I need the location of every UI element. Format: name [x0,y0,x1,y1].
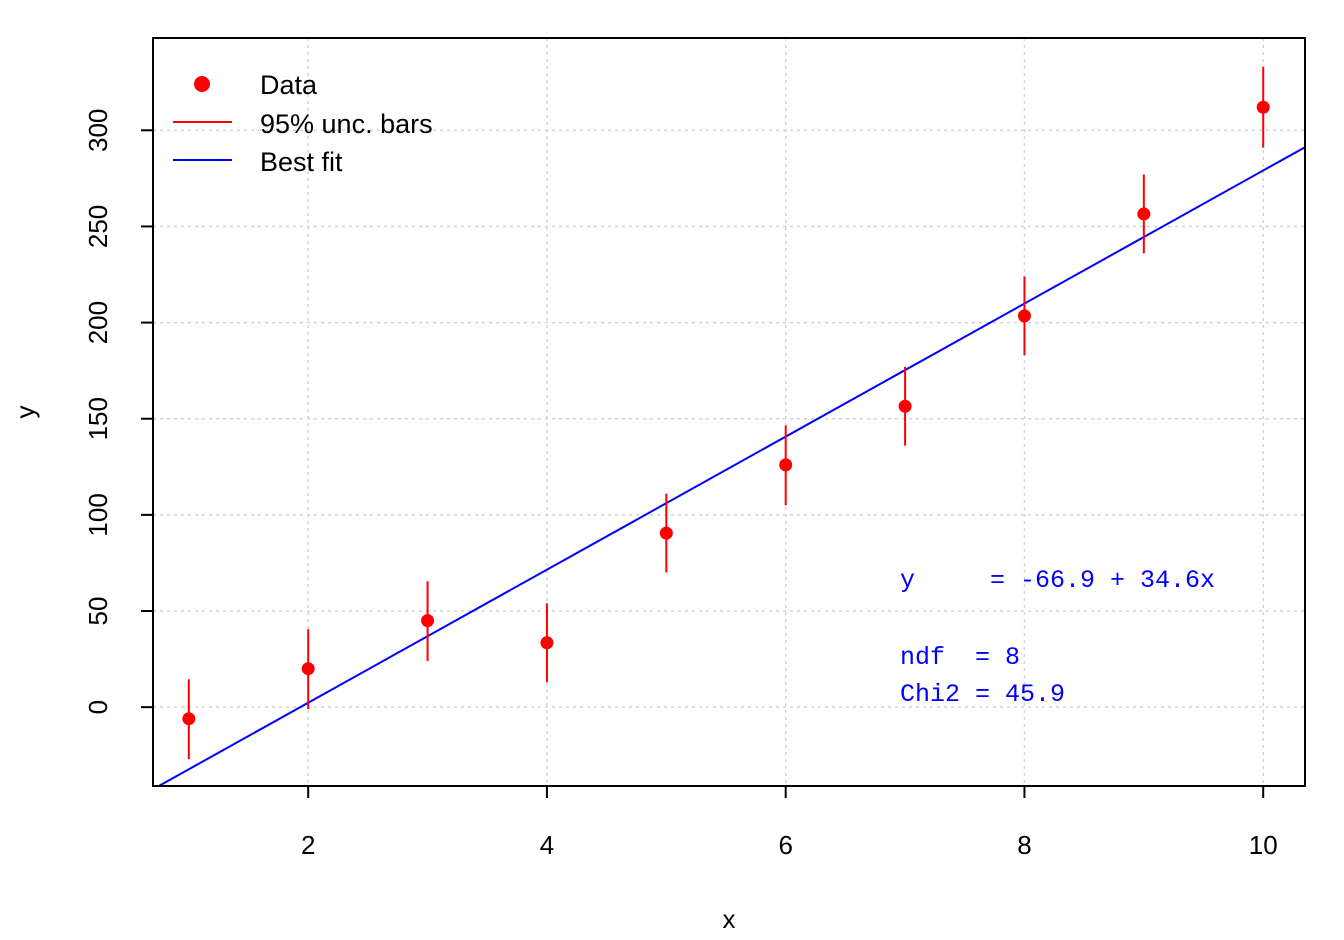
data-point [182,712,196,726]
y-tick-label: 200 [83,301,113,344]
x-tick-label: 10 [1249,830,1278,860]
x-tick-label: 2 [301,830,315,860]
x-tick-label: 8 [1017,830,1031,860]
y-tick-label: 0 [83,700,113,714]
data-point [659,526,673,540]
fit-annotation: Chi2 = 45.9 [900,680,1065,709]
y-tick-label: 250 [83,205,113,248]
error-bars [187,66,1265,760]
y-axis-title: y [10,406,40,419]
data-point [301,662,315,676]
data-point [421,614,435,628]
x-tick-label: 6 [778,830,792,860]
y-tick-label: 300 [83,109,113,152]
fit-annotation: y = -66.9 + 34.6x [900,566,1215,595]
data-point [898,399,912,413]
legend: Data 95% unc. bars Best fit [173,70,433,177]
data-point [779,458,793,472]
best-fit-layer [158,146,1306,787]
data-point [540,636,554,650]
fit-annotations: y = -66.9 + 34.6x ndf = 8 Chi2 = 45.9 [900,566,1215,709]
y-tick-label: 150 [83,397,113,440]
legend-marker-point [194,76,210,92]
data-point [1017,309,1031,323]
data-point [1256,100,1270,114]
y-axis: 0 50 100 150 200 250 300 [83,109,153,714]
x-axis-title: x [723,904,736,934]
y-tick-label: 50 [83,597,113,626]
best-fit-line [158,146,1306,787]
fit-annotation: ndf = 8 [900,643,1020,672]
legend-label: Best fit [260,147,343,177]
data-point [1137,207,1151,221]
x-tick-label: 4 [540,830,554,860]
legend-label: Data [260,70,318,100]
data-points [182,100,1270,726]
y-tick-label: 100 [83,493,113,536]
x-axis: 2 4 6 8 10 [301,786,1278,860]
legend-label: 95% unc. bars [260,109,433,139]
plot-frame [152,37,1306,787]
